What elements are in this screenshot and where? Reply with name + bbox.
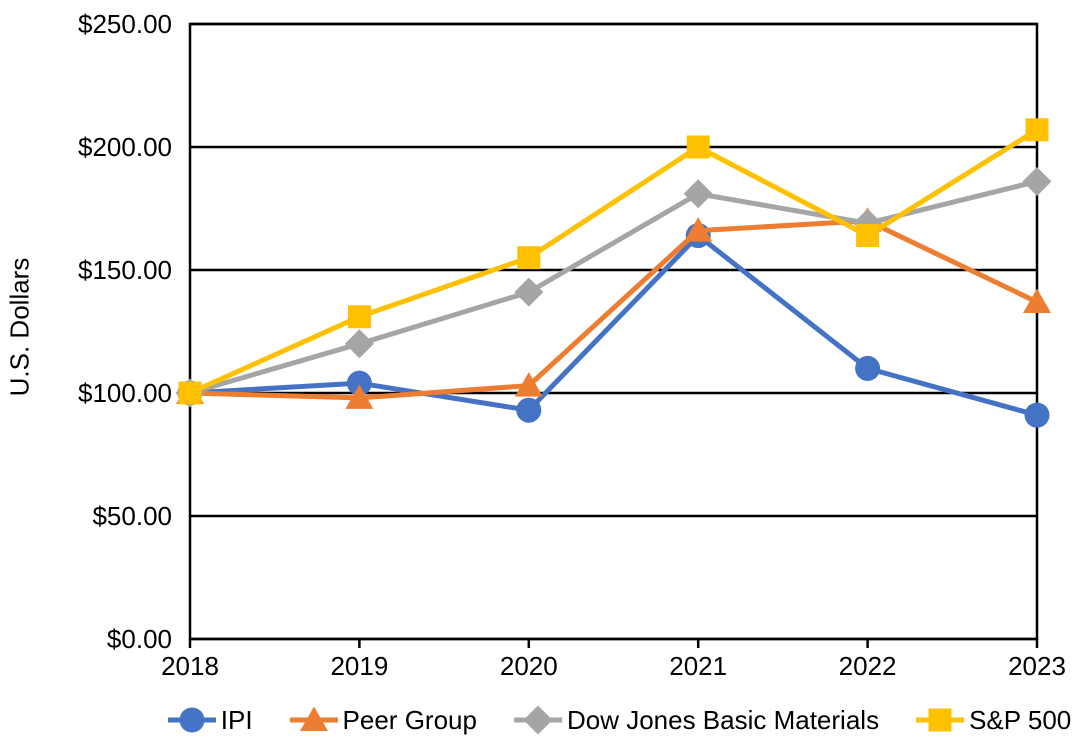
legend-marker-dow-jones-basic-materials-icon bbox=[513, 705, 562, 735]
y-tick-label: $150.00 bbox=[78, 255, 172, 285]
x-tick-label: 2020 bbox=[499, 651, 558, 681]
y-axis-title: U.S. Dollars bbox=[4, 257, 35, 397]
y-tick-label: $50.00 bbox=[92, 501, 172, 531]
y-tick-label: $250.00 bbox=[78, 9, 172, 39]
legend-marker-s-p-500-icon bbox=[916, 708, 965, 732]
x-tick-label: 2022 bbox=[838, 651, 897, 681]
legend-item-dow-jones-basic-materials: Dow Jones Basic Materials bbox=[513, 705, 879, 736]
legend-label: S&P 500 bbox=[969, 704, 1072, 735]
x-tick-label: 2021 bbox=[669, 651, 728, 681]
marker-square-s-p-500-2018 bbox=[178, 381, 202, 405]
legend-label: Dow Jones Basic Materials bbox=[566, 704, 880, 735]
marker-diamond-dow-jones-basic-materials-2020 bbox=[514, 277, 544, 307]
series-line-peer-group bbox=[189, 218, 1039, 401]
legend-marker-ipi-icon bbox=[167, 707, 216, 733]
marker-diamond-legend-dow-jones-basic-materials bbox=[523, 705, 553, 735]
x-tick-label: 2018 bbox=[161, 651, 219, 681]
marker-circle-ipi-2019 bbox=[346, 370, 372, 396]
marker-circle-ipi-2023 bbox=[1024, 402, 1050, 428]
plot-border bbox=[188, 22, 1039, 641]
marker-triangle-peer-group-2021 bbox=[684, 217, 713, 242]
marker-triangle-peer-group-2019 bbox=[345, 384, 374, 409]
series-line-ipi bbox=[189, 232, 1038, 418]
marker-square-s-p-500-2021 bbox=[686, 135, 710, 159]
marker-diamond-dow-jones-basic-materials-2023 bbox=[1022, 166, 1052, 196]
legend-label: IPI bbox=[220, 704, 253, 735]
legend-label: Peer Group bbox=[342, 704, 477, 735]
marker-triangle-peer-group-2023 bbox=[1023, 288, 1051, 313]
x-tick-label: 2019 bbox=[330, 651, 389, 681]
marker-square-legend-s-p-500 bbox=[928, 708, 952, 732]
marker-circle-ipi-2022 bbox=[855, 355, 881, 381]
series-s-p-500 bbox=[178, 118, 1049, 405]
series-line-s-p-500 bbox=[188, 127, 1039, 396]
marker-diamond-dow-jones-basic-materials-2021 bbox=[683, 179, 713, 209]
chart-legend: IPI Peer Group Dow Jones Basic Materials S&… bbox=[160, 697, 1078, 743]
series-line-dow-jones-basic-materials bbox=[189, 179, 1038, 396]
marker-square-s-p-500-2023 bbox=[1025, 118, 1049, 142]
marker-square-s-p-500-2022 bbox=[856, 224, 880, 248]
marker-diamond-dow-jones-basic-materials-2019 bbox=[344, 329, 374, 359]
marker-circle-legend-ipi bbox=[179, 707, 205, 733]
x-tick-label: 2023 bbox=[1008, 651, 1066, 681]
legend-item-ipi: IPI bbox=[167, 705, 253, 736]
marker-square-s-p-500-2020 bbox=[517, 246, 541, 270]
marker-circle-ipi-2020 bbox=[516, 397, 542, 423]
legend-marker-peer-group-icon bbox=[289, 706, 338, 731]
marker-triangle-legend-peer-group bbox=[299, 706, 328, 731]
y-tick-label: $200.00 bbox=[78, 132, 172, 162]
series-peer-group bbox=[176, 207, 1051, 409]
y-tick-label: $0.00 bbox=[106, 624, 172, 654]
y-tick-label: $100.00 bbox=[78, 378, 172, 408]
marker-triangle-peer-group-2020 bbox=[514, 372, 543, 397]
legend-item-peer-group: Peer Group bbox=[289, 705, 477, 736]
legend-item-s-p-500: S&P 500 bbox=[915, 705, 1071, 736]
marker-square-s-p-500-2019 bbox=[347, 305, 371, 329]
